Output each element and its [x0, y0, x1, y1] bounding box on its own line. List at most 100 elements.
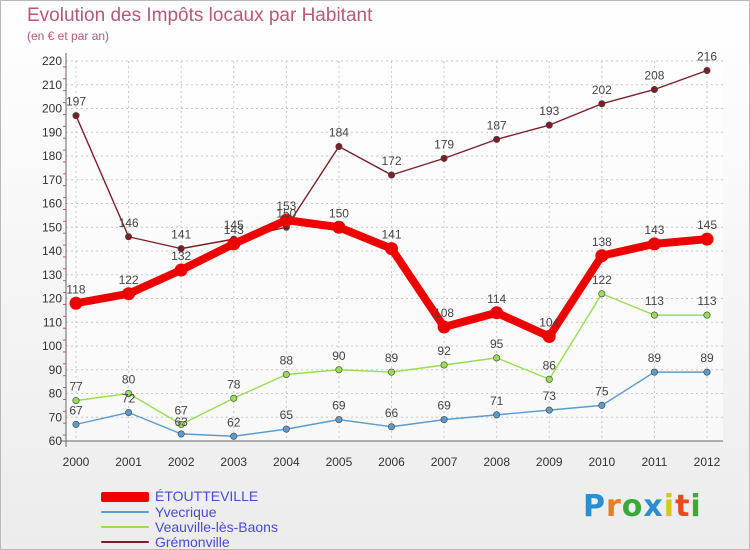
data-point-etoutteville [385, 242, 398, 256]
data-point-etoutteville [69, 296, 83, 310]
x-tick-label: 2005 [326, 455, 353, 469]
x-tick-label: 2006 [378, 455, 405, 469]
x-tick-label: 2007 [431, 455, 458, 469]
legend-label-etoutteville: ÉTOUTTEVILLE [155, 488, 259, 504]
data-label-veauville: 88 [280, 354, 294, 368]
data-label-yvecrique: 69 [332, 399, 346, 413]
data-point-etoutteville [647, 237, 661, 251]
data-point-etoutteville [595, 249, 609, 263]
data-point-gremonville [125, 233, 133, 241]
x-tick-label: 2000 [63, 455, 90, 469]
y-tick-label: 190 [42, 125, 62, 139]
data-label-yvecrique: 65 [280, 408, 294, 422]
logo-letter: r [606, 489, 622, 524]
data-label-gremonville: 172 [381, 154, 401, 168]
data-label-veauville: 95 [490, 337, 504, 351]
y-tick-label: 160 [42, 197, 62, 211]
logo-letter: t [675, 489, 691, 524]
logo-letter: i [690, 489, 702, 524]
data-point-etoutteville [174, 263, 188, 277]
data-point-yvecrique [282, 425, 290, 433]
data-label-etoutteville: 150 [329, 206, 349, 220]
data-label-etoutteville: 122 [119, 273, 139, 287]
data-label-gremonville: 179 [434, 137, 454, 151]
data-point-yvecrique [387, 423, 395, 431]
logo-letter: o [621, 489, 644, 524]
data-point-gremonville [493, 135, 501, 143]
y-tick-label: 60 [49, 434, 63, 448]
data-label-yvecrique: 69 [437, 399, 451, 413]
data-point-etoutteville [490, 306, 504, 320]
data-label-veauville: 122 [592, 273, 612, 287]
data-label-gremonville: 145 [224, 218, 244, 232]
x-tick-label: 2004 [273, 455, 300, 469]
data-point-veauville [598, 290, 606, 298]
data-point-yvecrique [493, 411, 501, 419]
y-tick-label: 180 [42, 149, 62, 163]
y-tick-label: 110 [43, 315, 62, 329]
data-point-veauville [493, 354, 501, 362]
y-tick-label: 200 [42, 102, 62, 116]
data-point-veauville [703, 311, 711, 319]
data-point-veauville [72, 397, 80, 405]
data-point-etoutteville [279, 213, 293, 227]
data-label-veauville: 113 [697, 294, 716, 308]
data-label-veauville: 86 [543, 358, 557, 372]
proxiti-logo: Proxiti [583, 489, 702, 524]
legend-label-yvecrique: Yvecrique [155, 504, 217, 520]
data-point-etoutteville [437, 320, 451, 334]
data-label-etoutteville: 143 [224, 223, 244, 237]
y-tick-label: 120 [42, 292, 62, 306]
chart-subtitle: (en € et par an) [27, 29, 110, 43]
legend-label-gremonville: Grémonville [155, 534, 230, 550]
legend-swatch-gremonville [101, 541, 149, 543]
data-point-etoutteville [122, 287, 136, 301]
data-point-gremonville [703, 67, 711, 75]
legend-label-veauville: Veauville-lès-Baons [155, 519, 278, 535]
data-point-yvecrique [650, 368, 658, 376]
data-label-etoutteville: 114 [487, 292, 506, 306]
data-label-etoutteville: 138 [592, 235, 612, 249]
data-label-gremonville: 208 [644, 69, 664, 83]
data-label-gremonville: 197 [66, 95, 86, 109]
data-label-yvecrique: 66 [385, 406, 399, 420]
data-point-gremonville [335, 143, 343, 151]
y-tick-label: 70 [49, 410, 63, 424]
y-tick-label: 130 [42, 268, 62, 282]
data-point-yvecrique [230, 432, 238, 440]
legend-swatch-yvecrique [101, 511, 149, 513]
data-point-yvecrique [335, 416, 343, 424]
x-tick-label: 2001 [115, 455, 142, 469]
data-label-gremonville: 216 [697, 50, 717, 64]
x-tick-label: 2008 [483, 455, 510, 469]
y-tick-label: 170 [42, 173, 62, 187]
y-tick-label: 150 [42, 220, 62, 234]
data-label-gremonville: 187 [487, 118, 507, 132]
data-label-yvecrique: 89 [700, 351, 714, 365]
data-label-yvecrique: 71 [490, 394, 504, 408]
data-label-etoutteville: 132 [171, 249, 191, 263]
data-point-veauville [440, 361, 448, 369]
data-label-gremonville: 150 [276, 206, 296, 220]
data-label-yvecrique: 67 [69, 403, 83, 417]
data-label-veauville: 78 [227, 377, 241, 391]
y-tick-label: 90 [49, 363, 63, 377]
data-point-veauville [230, 394, 238, 402]
data-point-veauville [387, 368, 395, 376]
data-label-yvecrique: 75 [595, 384, 609, 398]
x-tick-label: 2002 [168, 455, 195, 469]
x-tick-label: 2003 [220, 455, 247, 469]
data-point-gremonville [598, 100, 606, 108]
data-point-gremonville [72, 112, 80, 120]
data-point-veauville [335, 366, 343, 374]
data-label-etoutteville: 118 [66, 282, 85, 296]
data-label-etoutteville: 141 [381, 228, 401, 242]
data-label-yvecrique: 62 [227, 415, 241, 429]
data-label-gremonville: 141 [171, 228, 191, 242]
x-tick-label: 2012 [694, 455, 721, 469]
data-point-yvecrique [72, 420, 80, 428]
data-label-yvecrique: 73 [543, 389, 557, 403]
legend-swatch-etoutteville [101, 492, 149, 502]
